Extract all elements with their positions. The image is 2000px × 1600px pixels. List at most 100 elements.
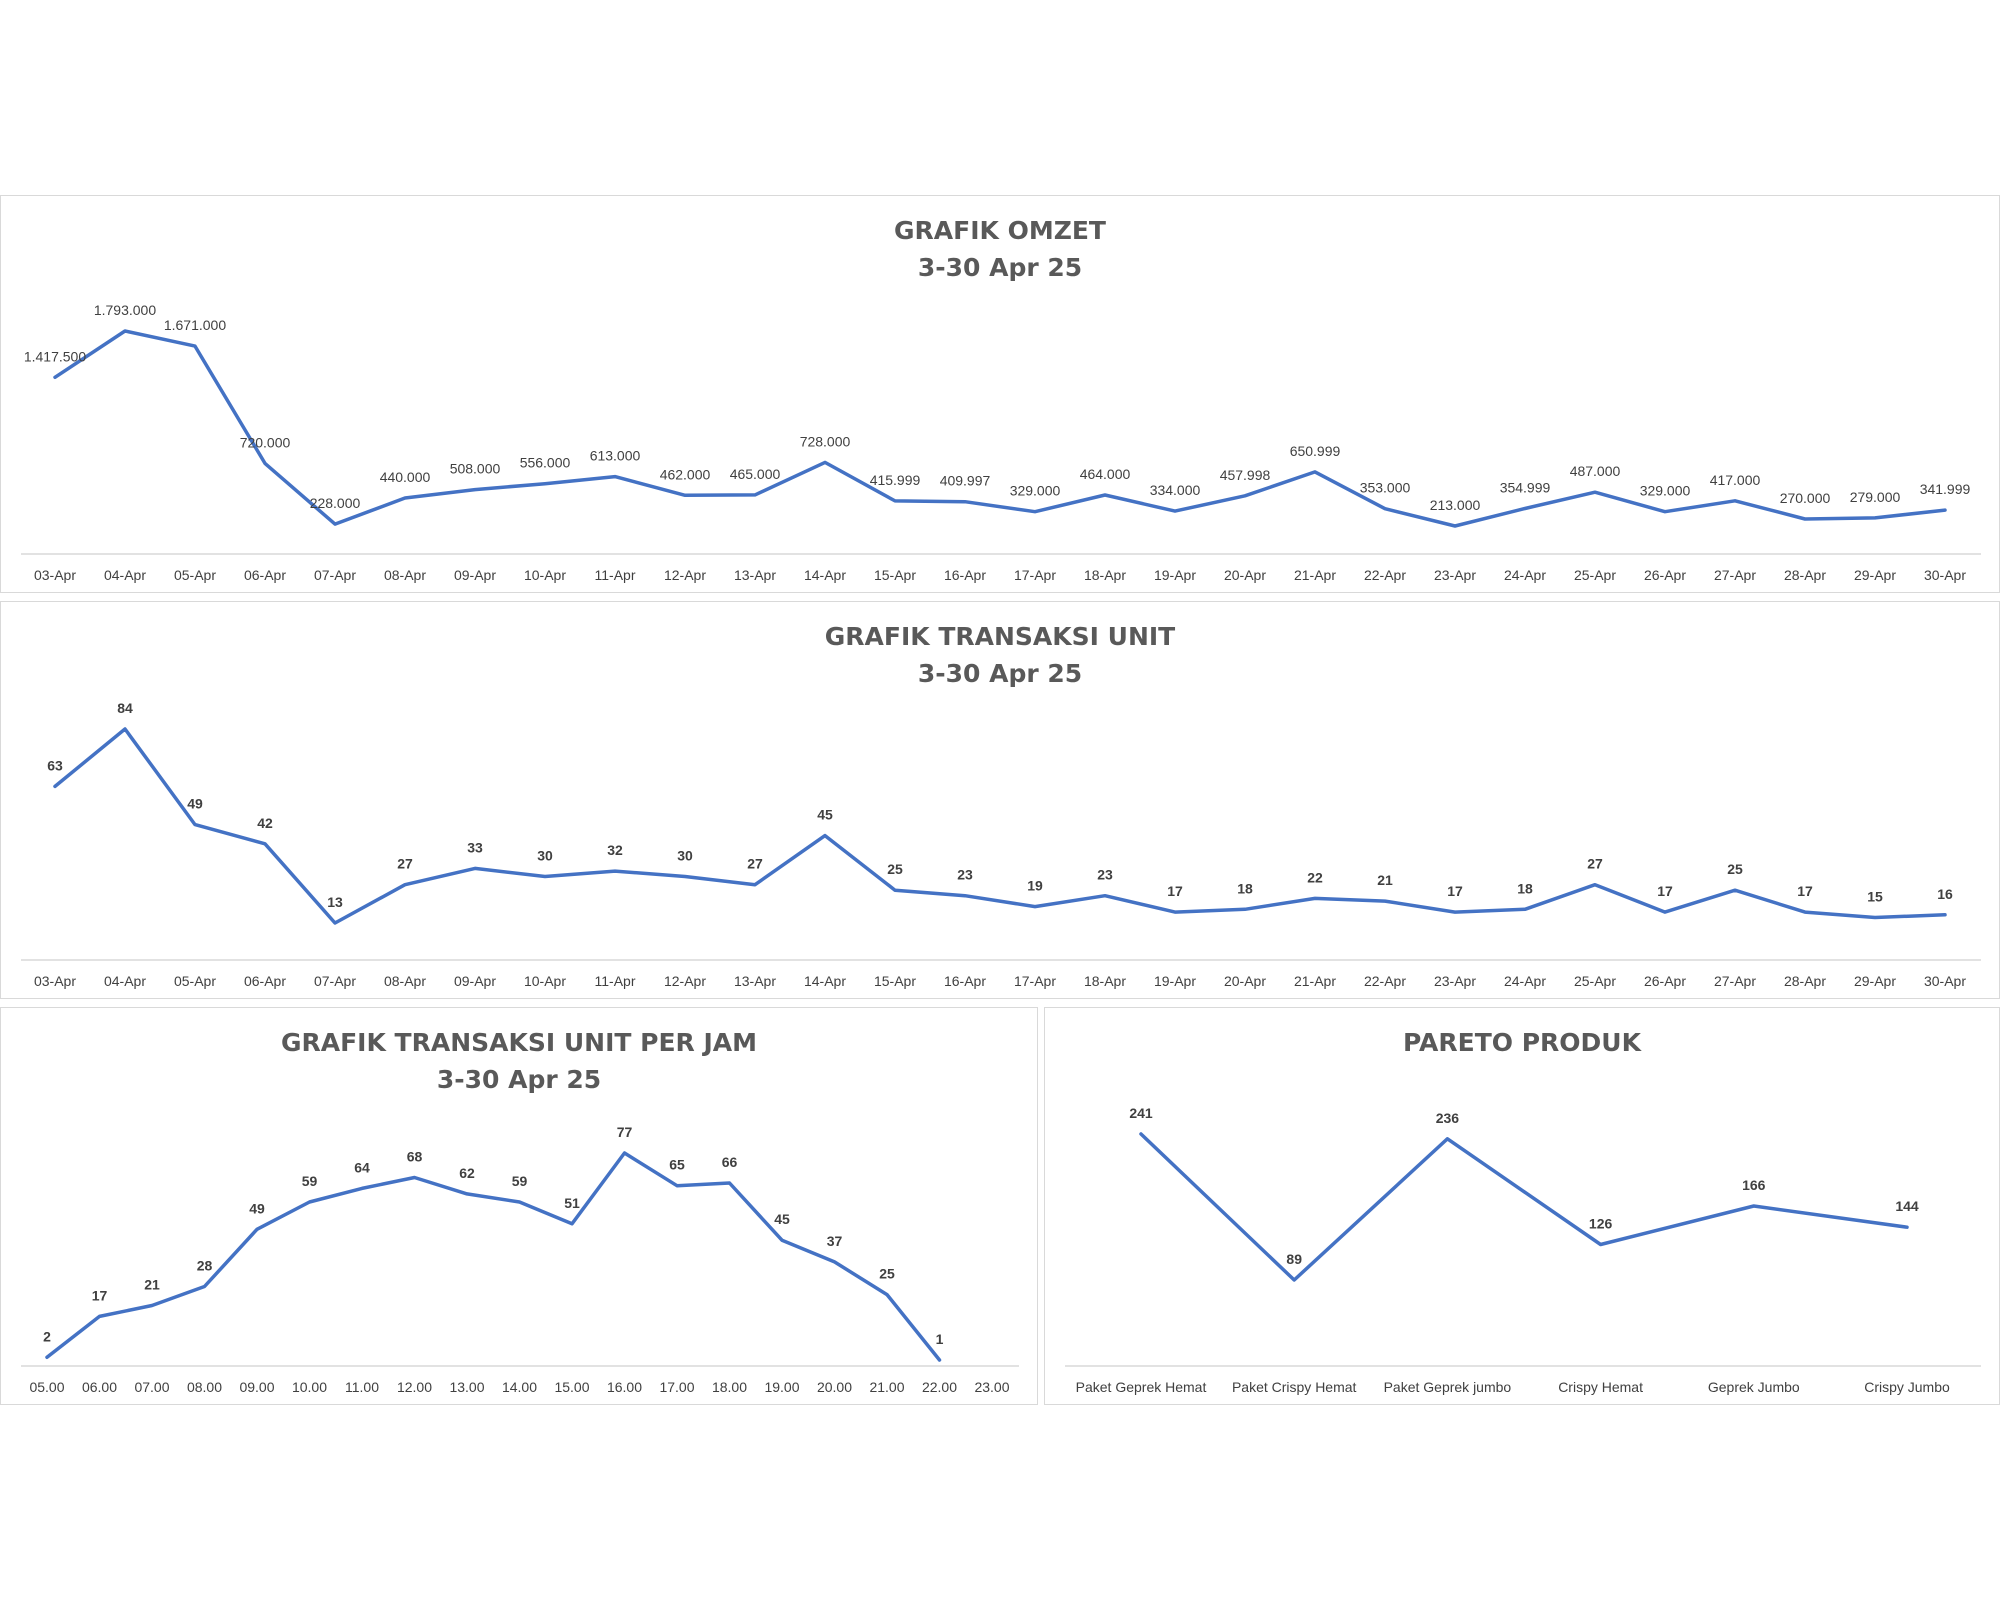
pareto-data-label: 166 bbox=[1742, 1177, 1766, 1193]
omzet-tick-label: 03-Apr bbox=[34, 567, 76, 583]
jam-data-label: 28 bbox=[197, 1257, 213, 1273]
unit-tick-label: 27-Apr bbox=[1714, 973, 1756, 989]
omzet-data-label: 279.000 bbox=[1850, 489, 1901, 505]
jam-series-line bbox=[45, 1151, 942, 1362]
jam-tick-label: 22.00 bbox=[922, 1379, 957, 1395]
jam-tick-label: 16.00 bbox=[607, 1379, 642, 1395]
unit-tick-label: 29-Apr bbox=[1854, 973, 1896, 989]
omzet-data-label: 465.000 bbox=[730, 466, 781, 482]
pareto-data-label: 89 bbox=[1286, 1251, 1302, 1267]
omzet-data-label: 464.000 bbox=[1080, 466, 1131, 482]
jam-data-label: 21 bbox=[144, 1277, 160, 1293]
pareto-data-label: 236 bbox=[1436, 1110, 1460, 1126]
jam-data-label: 51 bbox=[564, 1195, 580, 1211]
unit-data-label: 23 bbox=[1097, 867, 1113, 883]
jam-tick-label: 06.00 bbox=[82, 1379, 117, 1395]
omzet-tick-label: 15-Apr bbox=[874, 567, 916, 583]
unit-data-label: 33 bbox=[467, 839, 483, 855]
unit-data-label: 25 bbox=[1727, 861, 1743, 877]
omzet-tick-label: 14-Apr bbox=[804, 567, 846, 583]
omzet-data-label: 415.999 bbox=[870, 472, 921, 488]
pareto-title: PARETO PRODUK bbox=[1403, 1028, 1641, 1057]
jam-tick-label: 09.00 bbox=[239, 1379, 274, 1395]
jam-data-label: 45 bbox=[774, 1211, 790, 1227]
omzet-tick-label: 30-Apr bbox=[1924, 567, 1966, 583]
omzet-tick-label: 26-Apr bbox=[1644, 567, 1686, 583]
omzet-tick-label: 24-Apr bbox=[1504, 567, 1546, 583]
omzet-tick-label: 06-Apr bbox=[244, 567, 286, 583]
omzet-tick-label: 09-Apr bbox=[454, 567, 496, 583]
omzet-tick-label: 19-Apr bbox=[1154, 567, 1196, 583]
pareto-series-line bbox=[1139, 1132, 1909, 1282]
omzet-data-label: 334.000 bbox=[1150, 482, 1201, 498]
unit-tick-label: 17-Apr bbox=[1014, 973, 1056, 989]
unit-tick-label: 07-Apr bbox=[314, 973, 356, 989]
jam-tick-label: 21.00 bbox=[869, 1379, 904, 1395]
unit-data-label: 84 bbox=[117, 700, 133, 716]
unit-tick-label: 23-Apr bbox=[1434, 973, 1476, 989]
unit-tick-label: 24-Apr bbox=[1504, 973, 1546, 989]
jam-data-label: 2 bbox=[43, 1328, 51, 1344]
jam-tick-label: 11.00 bbox=[345, 1379, 379, 1395]
omzet-data-label: 329.000 bbox=[1010, 483, 1061, 499]
omzet-tick-label: 25-Apr bbox=[1574, 567, 1616, 583]
unit-tick-label: 15-Apr bbox=[874, 973, 916, 989]
unit-tick-label: 26-Apr bbox=[1644, 973, 1686, 989]
pareto-tick-label: Paket Crispy Hemat bbox=[1232, 1379, 1357, 1395]
omzet-data-label: 728.000 bbox=[800, 433, 851, 449]
pareto-data-label: 144 bbox=[1895, 1198, 1919, 1214]
unit-tick-label: 28-Apr bbox=[1784, 973, 1826, 989]
omzet-tick-label: 20-Apr bbox=[1224, 567, 1266, 583]
omzet-title: GRAFIK OMZET bbox=[894, 216, 1106, 245]
unit-data-label: 15 bbox=[1867, 889, 1883, 905]
unit-data-label: 27 bbox=[397, 856, 413, 872]
unit-tick-label: 12-Apr bbox=[664, 973, 706, 989]
unit-tick-label: 14-Apr bbox=[804, 973, 846, 989]
unit-data-label: 42 bbox=[257, 815, 273, 831]
unit-data-label: 27 bbox=[1587, 856, 1603, 872]
jam-data-label: 49 bbox=[249, 1200, 265, 1216]
omzet-data-label: 354.999 bbox=[1500, 479, 1551, 495]
pareto-tick-label: Paket Geprek Hemat bbox=[1076, 1379, 1207, 1395]
unit-tick-label: 19-Apr bbox=[1154, 973, 1196, 989]
unit-tick-label: 05-Apr bbox=[174, 973, 216, 989]
omzet-data-label: 270.000 bbox=[1780, 490, 1831, 506]
omzet-data-label: 720.000 bbox=[240, 434, 291, 450]
omzet-data-label: 409.997 bbox=[940, 473, 991, 489]
omzet-data-label: 556.000 bbox=[520, 455, 571, 471]
omzet-data-label: 417.000 bbox=[1710, 472, 1761, 488]
omzet-data-label: 487.000 bbox=[1570, 463, 1621, 479]
omzet-data-label: 228.000 bbox=[310, 495, 361, 511]
unit-data-label: 23 bbox=[957, 867, 973, 883]
unit-tick-label: 06-Apr bbox=[244, 973, 286, 989]
unit-tick-label: 11-Apr bbox=[595, 973, 636, 989]
unit-subtitle: 3-30 Apr 25 bbox=[917, 659, 1083, 688]
jam-tick-label: 18.00 bbox=[712, 1379, 747, 1395]
unit-data-label: 32 bbox=[607, 842, 623, 858]
omzet-chart-title: GRAFIK OMZET 3-30 Apr 25 bbox=[1, 212, 1999, 286]
omzet-chart-panel: GRAFIK OMZET 3-30 Apr 25 03-Apr 04-Apr 05-… bbox=[0, 195, 2000, 593]
omzet-data-label: 508.000 bbox=[450, 461, 501, 477]
omzet-tick-label: 08-Apr bbox=[384, 567, 426, 583]
unit-data-label: 17 bbox=[1447, 883, 1463, 899]
omzet-tick-label: 05-Apr bbox=[174, 567, 216, 583]
jam-tick-label: 14.00 bbox=[502, 1379, 537, 1395]
omzet-data-label: 462.000 bbox=[660, 466, 711, 482]
unit-data-label: 63 bbox=[47, 757, 63, 773]
unit-data-label: 17 bbox=[1657, 883, 1673, 899]
unit-tick-label: 22-Apr bbox=[1364, 973, 1406, 989]
jam-tick-label: 19.00 bbox=[764, 1379, 799, 1395]
omzet-data-label: 440.000 bbox=[380, 469, 431, 485]
unit-data-label: 17 bbox=[1167, 883, 1183, 899]
omzet-subtitle: 3-30 Apr 25 bbox=[917, 253, 1083, 282]
omzet-data-label: 457.998 bbox=[1220, 467, 1271, 483]
jam-data-label: 77 bbox=[617, 1124, 633, 1140]
omzet-data-label: 341.999 bbox=[1920, 481, 1971, 497]
omzet-data-label: 329.000 bbox=[1640, 483, 1691, 499]
omzet-data-label: 1.793.000 bbox=[94, 302, 156, 318]
jam-tick-label: 23.00 bbox=[974, 1379, 1009, 1395]
omzet-tick-label: 18-Apr bbox=[1084, 567, 1126, 583]
pareto-tick-label: Paket Geprek jumbo bbox=[1384, 1379, 1512, 1395]
omzet-data-label: 353.000 bbox=[1360, 480, 1411, 496]
unit-data-label: 13 bbox=[327, 894, 343, 910]
